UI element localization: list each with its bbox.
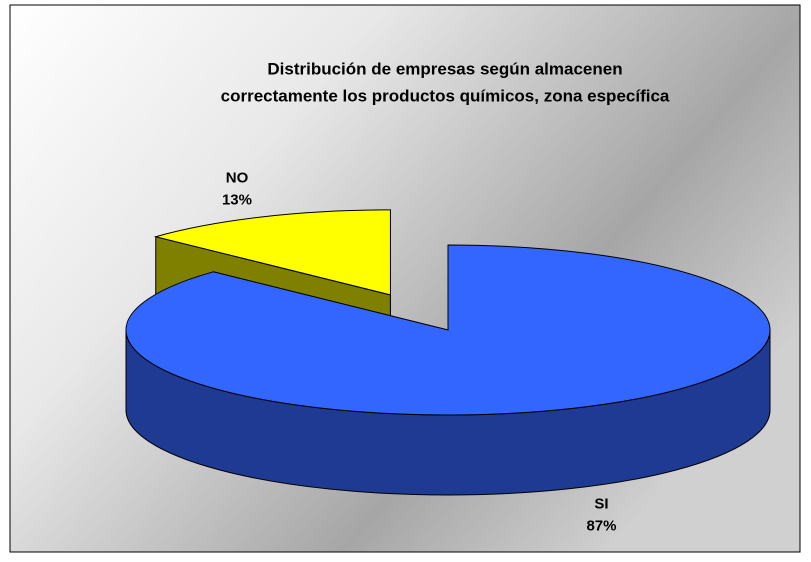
pie: [125, 209, 771, 496]
slice-top: [153, 209, 391, 296]
slice-label: NO: [226, 170, 249, 187]
chart-title: correctamente los productos químicos, zo…: [221, 86, 670, 105]
slice-value-label: 13%: [222, 192, 252, 209]
slice-top: [125, 244, 771, 416]
slice-value-label: 87%: [586, 517, 616, 534]
slice-label: SI: [594, 495, 608, 512]
chart-title: Distribución de empresas según almacenen: [267, 59, 622, 78]
